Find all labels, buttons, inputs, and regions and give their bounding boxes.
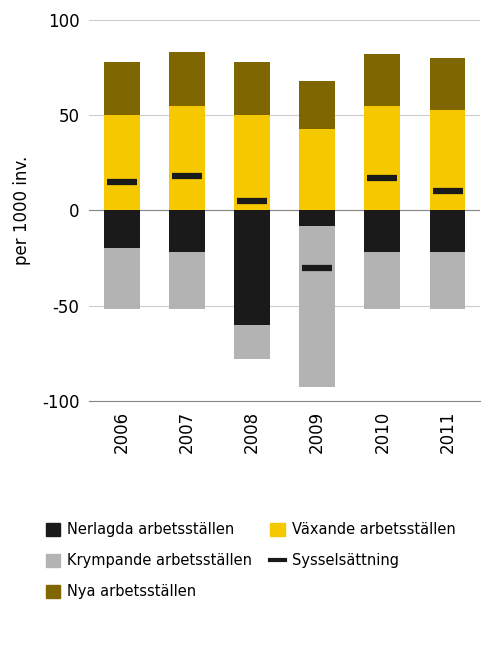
- Bar: [364, 54, 400, 106]
- Bar: [234, 115, 270, 210]
- Bar: [299, 128, 335, 210]
- Bar: [104, 115, 140, 210]
- Bar: [169, 52, 205, 106]
- Bar: [104, 210, 140, 248]
- Legend: Nerlagda arbetsställen, Krympande arbetsställen, Nya arbetsställen, Växande arbe: Nerlagda arbetsställen, Krympande arbets…: [46, 522, 455, 599]
- Bar: [299, 81, 335, 128]
- Bar: [430, 110, 465, 210]
- Bar: [364, 106, 400, 210]
- Y-axis label: per 1000 inv.: per 1000 inv.: [13, 156, 31, 265]
- Bar: [234, 325, 270, 359]
- Bar: [104, 248, 140, 309]
- Bar: [234, 62, 270, 115]
- Bar: [169, 210, 205, 253]
- Bar: [169, 253, 205, 309]
- Bar: [169, 106, 205, 210]
- Bar: [299, 226, 335, 387]
- Bar: [364, 253, 400, 309]
- Bar: [364, 210, 400, 253]
- Bar: [430, 253, 465, 309]
- Bar: [430, 210, 465, 253]
- Bar: [234, 210, 270, 325]
- Bar: [299, 210, 335, 226]
- Bar: [430, 58, 465, 110]
- Bar: [104, 62, 140, 115]
